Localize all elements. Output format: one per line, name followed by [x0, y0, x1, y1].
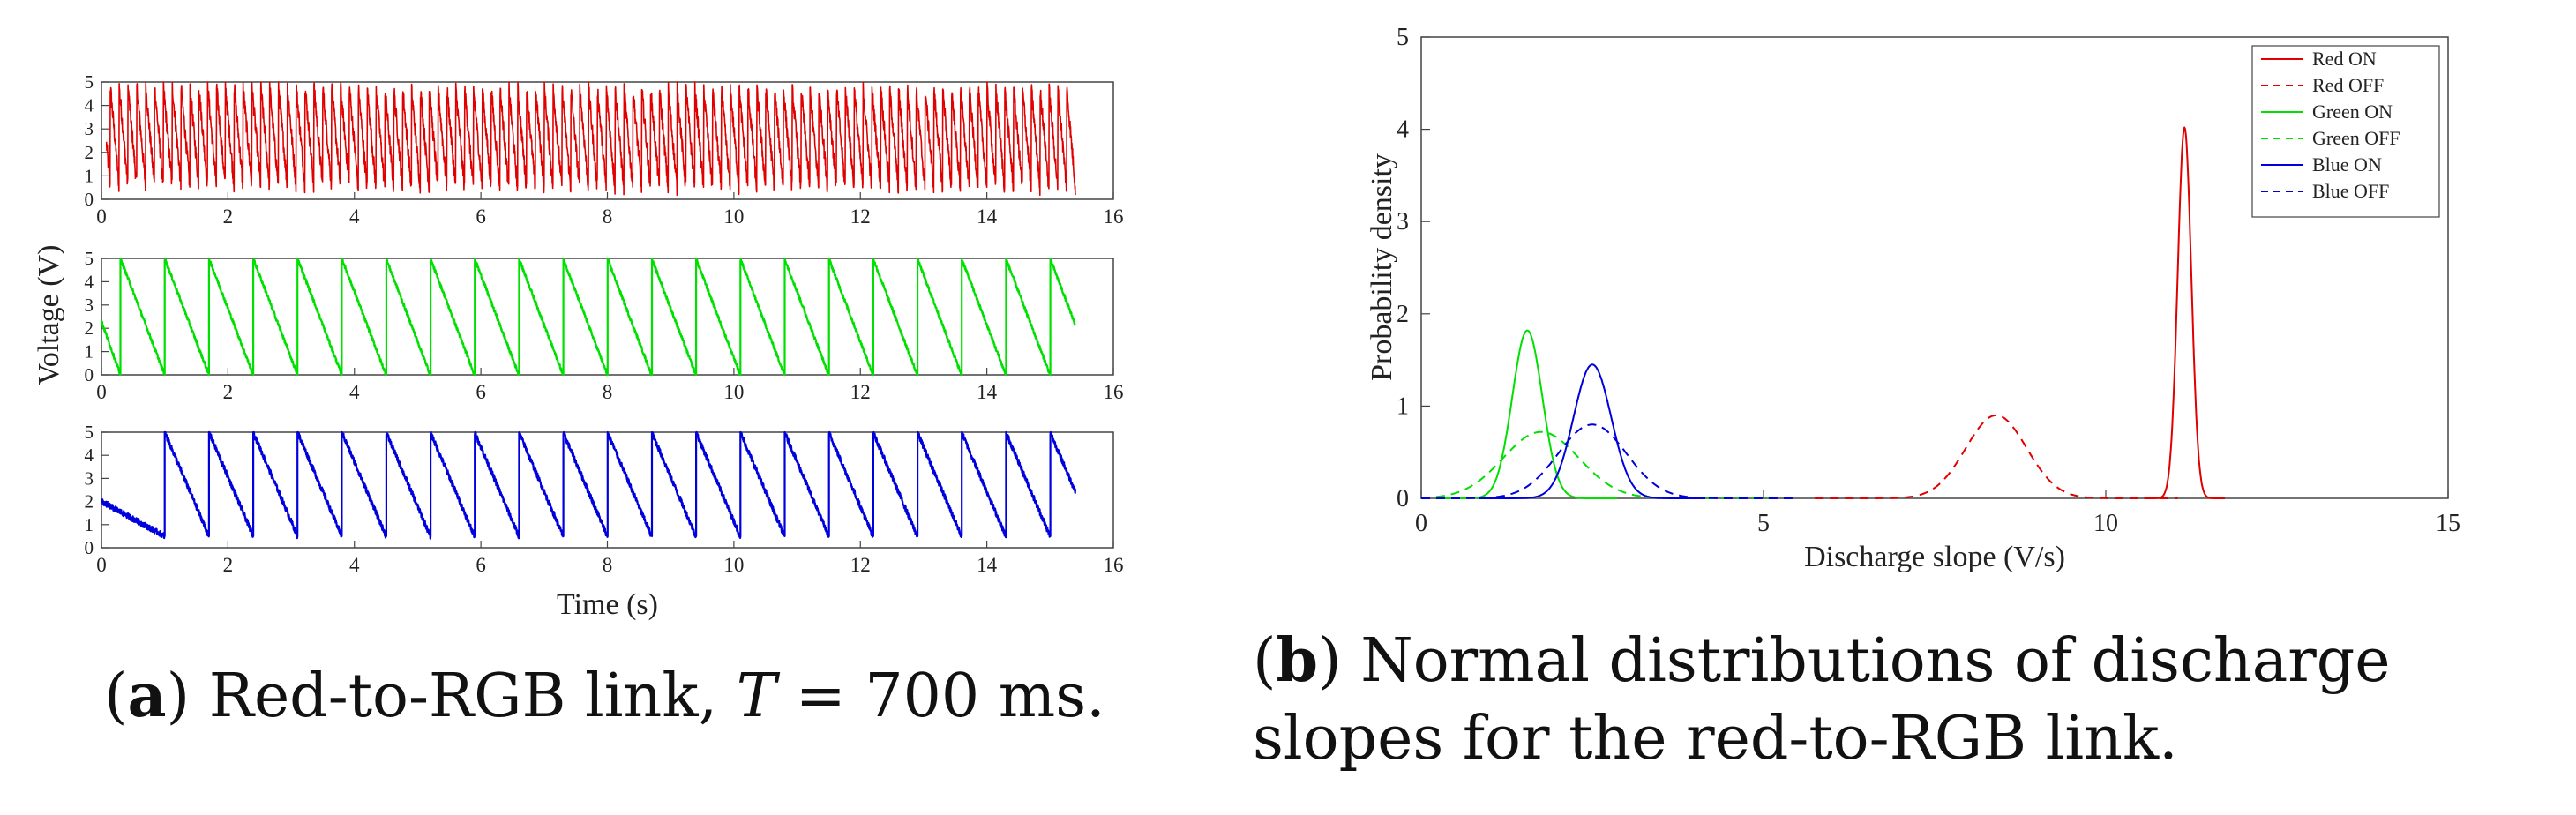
panel-green-xtick-label: 16 [1104, 381, 1124, 403]
chart-b-ytick-label: 4 [1397, 116, 1409, 144]
panel-green-ytick-label: 1 [85, 341, 94, 363]
chart-b-ytick-label: 2 [1397, 301, 1409, 328]
panel-red-ytick-label: 0 [85, 189, 94, 210]
panel-blue-ytick-label: 4 [85, 445, 94, 466]
chart-b-xtick-label: 5 [1757, 510, 1770, 537]
legend-label-red-off: Red OFF [2312, 74, 2384, 96]
trace-green [100, 257, 1076, 377]
panel-blue-ytick-label: 1 [85, 514, 94, 535]
panel-green-ytick-label: 4 [85, 271, 94, 292]
curve-blue-on [1479, 363, 1706, 499]
chart-b-xtick-label: 10 [2093, 510, 2118, 537]
panel-green-xtick-label: 8 [603, 381, 613, 403]
curve-green-off [1420, 430, 1769, 499]
legend-label-green-off: Green OFF [2312, 127, 2400, 149]
panel-red-ytick-label: 2 [85, 142, 94, 163]
panel-blue-ytick-label: 0 [85, 537, 94, 558]
panel-blue-xtick-label: 2 [223, 554, 234, 576]
panel-green-xtick-label: 4 [349, 381, 360, 403]
chart-b-xtick-label: 15 [2436, 510, 2460, 537]
panel-blue-xtick-label: 4 [349, 554, 360, 576]
panel-green-xtick-label: 0 [96, 381, 107, 403]
chart-b-ylabel: Probability density [1366, 153, 1398, 381]
panel-green-ytick-label: 5 [85, 248, 94, 269]
panel-blue-ytick-label: 2 [85, 491, 94, 512]
legend-label-red-on: Red ON [2312, 48, 2377, 70]
caption-a-text: Red-to-RGB link, [190, 662, 737, 731]
chart-b-xtick-label: 0 [1415, 510, 1427, 537]
panel-blue-xtick-label: 0 [96, 554, 107, 576]
panel-blue-xtick-label: 8 [603, 554, 613, 576]
caption-b: (b) Normal distributions of discharge sl… [1253, 625, 2391, 774]
caption-a-symbol: T [736, 662, 777, 731]
legend-label-green-on: Green ON [2312, 101, 2393, 123]
curve-red-off [1815, 414, 2178, 499]
curve-red-on [2144, 126, 2226, 499]
curve-green-on [1437, 329, 1618, 499]
chart-a-xlabel: Time (s) [557, 588, 658, 621]
caption-b-text: Normal distributions of discharge slopes… [1253, 626, 2391, 774]
panel-red-xtick-label: 12 [850, 206, 871, 228]
panel-green-ytick-label: 0 [85, 364, 94, 385]
legend-label-blue-on: Blue ON [2312, 153, 2382, 176]
caption-a-label: a [127, 661, 167, 731]
panel-red-ytick-label: 4 [85, 95, 94, 116]
panel-blue-xtick-label: 12 [850, 554, 871, 576]
panel-green-xtick-label: 2 [223, 381, 234, 403]
chart-b-ytick-label: 3 [1397, 208, 1409, 236]
chart-b-frame [1420, 36, 2449, 499]
panel-green-ytick-label: 2 [85, 318, 94, 339]
panel-red-xtick-label: 0 [96, 206, 107, 228]
panel-red-xtick-label: 4 [349, 206, 360, 228]
panel-blue-xtick-label: 6 [476, 554, 486, 576]
panel-green-ytick-label: 3 [85, 295, 94, 316]
chart-b-xlabel: Discharge slope (V/s) [1804, 541, 2065, 573]
caption-b-label: b [1276, 625, 1319, 696]
legend-label-blue-off: Blue OFF [2312, 180, 2389, 202]
panel-blue-xtick-label: 14 [977, 554, 998, 576]
panel-red-ytick-label: 5 [85, 71, 94, 93]
panel-blue-ytick-label: 3 [85, 467, 94, 489]
trace-red [105, 81, 1076, 197]
panel-blue-xtick-label: 10 [723, 554, 744, 576]
panel-red-xtick-label: 16 [1104, 206, 1124, 228]
panel-red-xtick-label: 6 [476, 206, 486, 228]
panel-red-xtick-label: 14 [977, 206, 998, 228]
panel-red-ytick-label: 3 [85, 118, 94, 139]
panel-red-ytick-label: 1 [85, 165, 94, 186]
panel-blue-xtick-label: 16 [1104, 554, 1124, 576]
trace-blue [100, 430, 1077, 540]
legend-box [2251, 45, 2440, 218]
chart-a-ylabel: Voltage (V) [33, 245, 65, 385]
chart-b-ytick-label: 5 [1397, 24, 1409, 51]
chart-b-ytick-label: 1 [1397, 393, 1409, 420]
panel-red-xtick-label: 8 [603, 206, 613, 228]
panel-green-xtick-label: 10 [723, 381, 744, 403]
panel-red-xtick-label: 10 [723, 206, 744, 228]
panel-green-xtick-label: 14 [977, 381, 998, 403]
panel-blue-ytick-label: 5 [85, 422, 94, 443]
curve-blue-off [1420, 423, 1798, 499]
chart-b-legend: Red ON Red OFF Green ON Green OFF Blue ON Blu… [2251, 45, 2440, 218]
caption-a-text-after: = 700 ms. [776, 662, 1105, 731]
caption-a: (a) Red-to-RGB link, T = 700 ms. [104, 661, 1105, 731]
chart-b: 0 1 2 3 4 5 0 5 10 15 Discharge slope (V/s) Probabi… [1366, 24, 2460, 573]
panel-red-xtick-label: 2 [223, 206, 234, 228]
panel-green-xtick-label: 12 [850, 381, 871, 403]
panel-green-xtick-label: 6 [476, 381, 486, 403]
chart-b-ytick-label: 0 [1397, 485, 1409, 512]
